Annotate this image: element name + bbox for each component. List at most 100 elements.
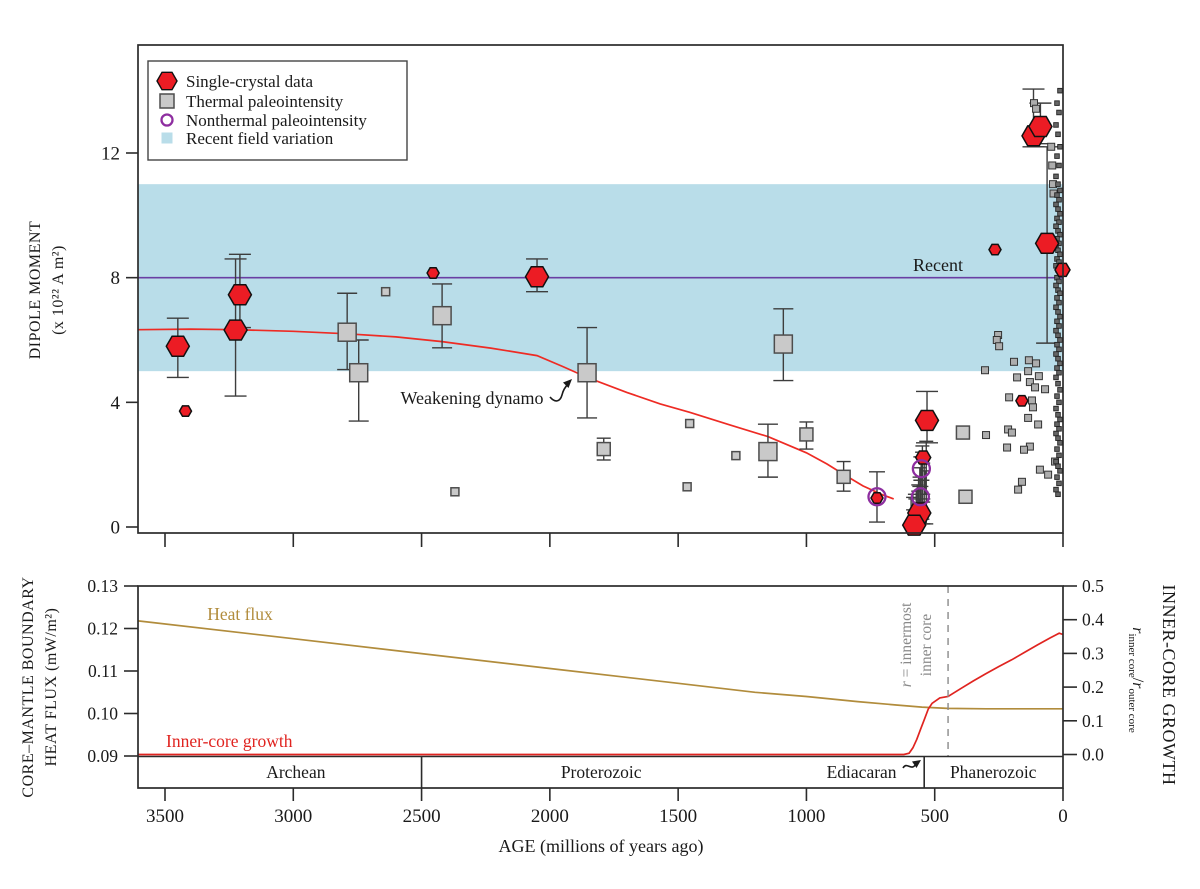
x-tick-label: 1000 [787,806,825,827]
small-data-square-32 [1048,161,1057,170]
edge-column-square-32 [1056,278,1062,285]
x-tick-label: 0 [1058,806,1068,827]
x-tick-label: 2500 [403,806,441,827]
bottom-right-tick-label: 0.1 [1082,711,1104,731]
edge-column-square-48 [1053,351,1059,357]
edge-column-square-45 [1057,337,1063,343]
thermal-paleointensity-point-13 [836,469,851,485]
edge-column-square-18 [1053,223,1059,229]
edge-column-square-62 [1056,426,1062,432]
small-data-square-4 [1009,357,1018,366]
legend-recent-field-label: Recent field variation [186,129,334,148]
small-data-square-5 [1024,356,1033,365]
edge-column-square-3 [1053,122,1059,128]
edge-column-square-33 [1053,282,1059,289]
edge-column-square-57 [1056,399,1062,406]
small-data-square-30 [982,431,991,440]
bottom-left-tick-label: 0.10 [87,704,118,724]
edge-column-square-66 [1054,446,1060,452]
single-crystal-point-5 [524,266,550,288]
bottom-left-tick-label: 0.09 [87,746,118,766]
bottom-right-tick-label: 0.5 [1082,576,1104,596]
edge-column-square-58 [1053,405,1059,412]
edge-column-square-43 [1053,327,1059,334]
era-label-archean: Archean [266,762,326,782]
thermal-paleointensity-point-7 [684,418,695,429]
small-data-square-12 [1041,385,1050,394]
bottom-right-tick-label: 0.2 [1082,677,1104,697]
inner-core-growth-label: Inner-core growth [166,731,293,751]
thermal-paleointensity-point-14 [955,425,971,440]
x-tick-label: 2000 [531,806,569,827]
small-data-square-31 [1047,142,1056,151]
small-data-square-15 [1028,403,1037,412]
ratio-r-outer: r [1129,682,1146,689]
thermal-paleointensity-point-12 [799,427,814,442]
edge-column-square-73 [1053,486,1059,493]
small-data-square-16 [1024,413,1033,422]
edge-column-square-15 [1057,211,1063,217]
edge-column-square-61 [1054,421,1060,427]
edge-column-square-9 [1055,181,1061,187]
innermost-core-caption-line2: inner core [918,614,935,677]
nonthermal-paleointensity-point-1 [911,459,932,479]
edge-column-square-40 [1057,313,1063,320]
nonthermal-paleointensity-point-0 [867,487,887,507]
thermal-paleointensity-point-6 [596,441,611,457]
small-data-square-3 [995,342,1004,351]
weakening-dynamo-label: Weakening dynamo [400,388,543,408]
right-axis-title: INNER-CORE GROWTH [1159,585,1179,786]
single-crystal-point-0 [165,335,191,357]
top-panel-border [137,44,1064,534]
weakening-dynamo-arrowhead [563,379,572,388]
small-data-square-21 [1003,443,1012,452]
edge-column-square-71 [1054,474,1060,480]
heat-flux-label: Heat flux [207,604,273,624]
edge-column-square-36 [1054,295,1060,301]
single-crystal-point-6 [870,492,884,504]
bottom-panel: Archean Proterozoic Ediacaran Phanerozoic 0.… [87,576,1104,827]
top-y-axis-units: (x 10²² A m²) [50,245,67,335]
edge-column-square-25 [1057,251,1063,258]
innermost-core-caption-line1: r = innermost [898,602,915,687]
small-data-square-7 [1024,367,1033,376]
bottom-left-tick-label: 0.11 [88,661,118,681]
era-label-ediacaran: Ediacaran [827,762,897,782]
edge-column-square-10 [1057,187,1063,194]
x-tick-label: 3500 [146,806,184,827]
small-data-square-13 [1005,393,1014,402]
edge-column-square-68 [1053,458,1059,465]
small-data-square-10 [1025,378,1034,387]
thermal-paleointensity-point-9 [731,450,741,461]
legend-nonthermal-label: Nonthermal paleointensity [186,111,367,130]
edge-column-square-35 [1057,290,1063,296]
edge-column-square-12 [1056,196,1062,203]
bottom-left-tick-label: 0.13 [87,576,118,596]
edge-column-square-13 [1053,201,1059,208]
edge-column-square-14 [1055,206,1061,212]
small-data-square-29 [1032,104,1041,113]
single-crystal-point-15 [1034,232,1060,255]
edge-column-square-2 [1056,109,1062,116]
edge-column-square-55 [1057,387,1063,393]
edge-column-square-4 [1055,131,1061,138]
edge-column-square-46 [1054,341,1060,348]
small-data-square-23 [1035,465,1044,474]
edge-column-square-51 [1054,365,1060,371]
edge-column-square-39 [1055,309,1061,315]
edge-column-square-65 [1057,440,1063,446]
single-crystal-point-7 [914,409,940,432]
edge-column-square-54 [1055,380,1061,387]
thermal-paleointensity-point-5 [577,362,597,383]
edge-column-square-7 [1056,162,1062,169]
edge-column-square-5 [1057,144,1063,150]
top-panel: 0 4 8 12 [101,44,1071,547]
edge-column-square-52 [1056,369,1062,376]
single-crystal-hexagon-icon [156,71,178,91]
edge-column-square-49 [1055,355,1061,362]
thermal-paleointensity-point-8 [682,482,692,492]
edge-column-square-63 [1053,430,1059,437]
edge-column-square-74 [1055,491,1061,498]
small-data-square-8 [1034,372,1043,381]
